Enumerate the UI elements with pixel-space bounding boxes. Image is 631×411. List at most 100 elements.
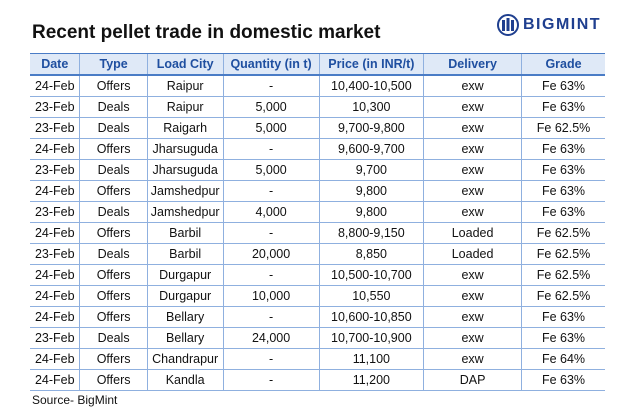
table-row: 24-Feb Offers Kandla -11,200 DAP Fe 63% [30,369,605,391]
table-cell: Deals [79,159,148,181]
table-cell: Bellary [146,327,224,349]
table-cell: Offers [79,222,148,244]
table-cell: 10,300 [318,96,424,118]
table-cell: Fe 63% [521,306,605,328]
table-row: 23-Feb Deals Raipur 5,000 10,300 exw Fe 63% [30,96,605,118]
table-cell: Deals [79,327,148,349]
table-cell: 10,550 [318,285,424,307]
table-cell: 24,000 [222,327,320,349]
table-cell: 23-Feb [30,159,80,181]
table-cell: Fe 63% [521,201,605,223]
column-header: Date [30,53,80,76]
header-row: Date Type Load City Quantity (in t) Price (i… [30,53,605,76]
table-cell: Fe 62.5% [521,222,605,244]
table-cell: Loaded [423,243,522,265]
table-cell: DAP [423,369,522,391]
table-cell: Fe 63% [521,75,605,97]
table-cell: Offers [79,348,148,370]
table-row: 23-Feb Deals Jharsuguda 5,000 9,700 exw Fe 63% [30,159,605,181]
table-cell: exw [423,180,522,202]
table-row: 24-Feb Offers Jamshedpur -9,800 exw Fe 63% [30,180,605,202]
table-cell: 23-Feb [30,243,80,265]
table-cell: Raigarh [146,117,224,139]
table-cell: 9,600-9,700 [318,138,424,160]
table-cell: 24-Feb [30,222,80,244]
table-cell: Jharsuguda [146,138,224,160]
table-cell: Offers [79,369,148,391]
table-row: 24-Feb Offers Durgapur 10,000 10,550 exw Fe 62… [30,285,605,307]
table-cell: Durgapur [146,264,224,286]
table-cell: 8,800-9,150 [318,222,424,244]
table-cell: 24-Feb [30,138,80,160]
table-cell: 5,000 [222,117,320,139]
table-cell: Fe 64% [521,348,605,370]
table-cell: exw [423,96,522,118]
table-cell: Jamshedpur [146,180,224,202]
table-row: 24-Feb Offers Raipur -10,400-10,500 exw Fe 63… [30,75,605,97]
table-row: 23-Feb Deals Raigarh 5,000 9,700-9,800 exw Fe … [30,117,605,139]
table-cell: 9,700-9,800 [318,117,424,139]
table-cell: 10,500-10,700 [318,264,424,286]
table-cell: exw [423,327,522,349]
table-cell: - [222,306,320,328]
table-cell: Deals [79,243,148,265]
column-header: Grade [521,53,605,76]
table-cell: Fe 63% [521,369,605,391]
table-cell: Loaded [423,222,522,244]
table-cell: 10,000 [222,285,320,307]
table-cell: Jamshedpur [146,201,224,223]
table-cell: exw [423,138,522,160]
table-cell: - [222,222,320,244]
table-cell: Jharsuguda [146,159,224,181]
table-cell: Offers [79,264,148,286]
table-cell: Deals [79,96,148,118]
table-cell: 23-Feb [30,201,80,223]
table-cell: 24-Feb [30,75,80,97]
table-cell: Fe 63% [521,159,605,181]
table-cell: Offers [79,285,148,307]
trade-table: Date Type Load City Quantity (in t) Price (i… [30,53,605,391]
table-cell: exw [423,306,522,328]
table-row: 24-Feb Offers Jharsuguda -9,600-9,700 exw Fe … [30,138,605,160]
column-header: Delivery [423,53,522,76]
table-row: 24-Feb Offers Durgapur -10,500-10,700 exw Fe … [30,264,605,286]
table-cell: - [222,348,320,370]
source-note: Source- BigMint [32,393,118,407]
table-cell: 9,700 [318,159,424,181]
logo: BIGMINT [497,14,601,36]
table-row: 24-Feb Offers Chandrapur -11,100 exw Fe 64% [30,348,605,370]
table-cell: exw [423,285,522,307]
table-cell: 24-Feb [30,285,80,307]
logo-text: BIGMINT [523,16,602,33]
table-cell: exw [423,75,522,97]
table-cell: Barbil [146,222,224,244]
table-cell: 20,000 [222,243,320,265]
table-cell: 24-Feb [30,348,80,370]
table-cell: Offers [79,306,148,328]
column-header: Quantity (in t) [222,53,320,76]
table-cell: Barbil [146,243,224,265]
table-cell: exw [423,201,522,223]
table-cell: Raipur [146,96,224,118]
table-cell: - [222,75,320,97]
table-cell: 4,000 [222,201,320,223]
table-row: 23-Feb Deals Barbil 20,000 8,850 Loaded Fe 62.… [30,243,605,265]
table-cell: exw [423,117,522,139]
table-cell: - [222,138,320,160]
table-cell: exw [423,159,522,181]
table-cell: 8,850 [318,243,424,265]
table-cell: exw [423,348,522,370]
table-cell: 11,200 [318,369,424,391]
table-cell: Fe 62.5% [521,117,605,139]
table-cell: 24-Feb [30,264,80,286]
column-header: Load City [146,53,224,76]
table-cell: Chandrapur [146,348,224,370]
table-body: 24-Feb Offers Raipur -10,400-10,500 exw Fe 63… [30,75,605,391]
table-cell: 10,600-10,850 [318,306,424,328]
table-cell: 11,100 [318,348,424,370]
table-cell: Fe 63% [521,327,605,349]
table-cell: 9,800 [318,201,424,223]
table-cell: - [222,264,320,286]
table-cell: Offers [79,180,148,202]
